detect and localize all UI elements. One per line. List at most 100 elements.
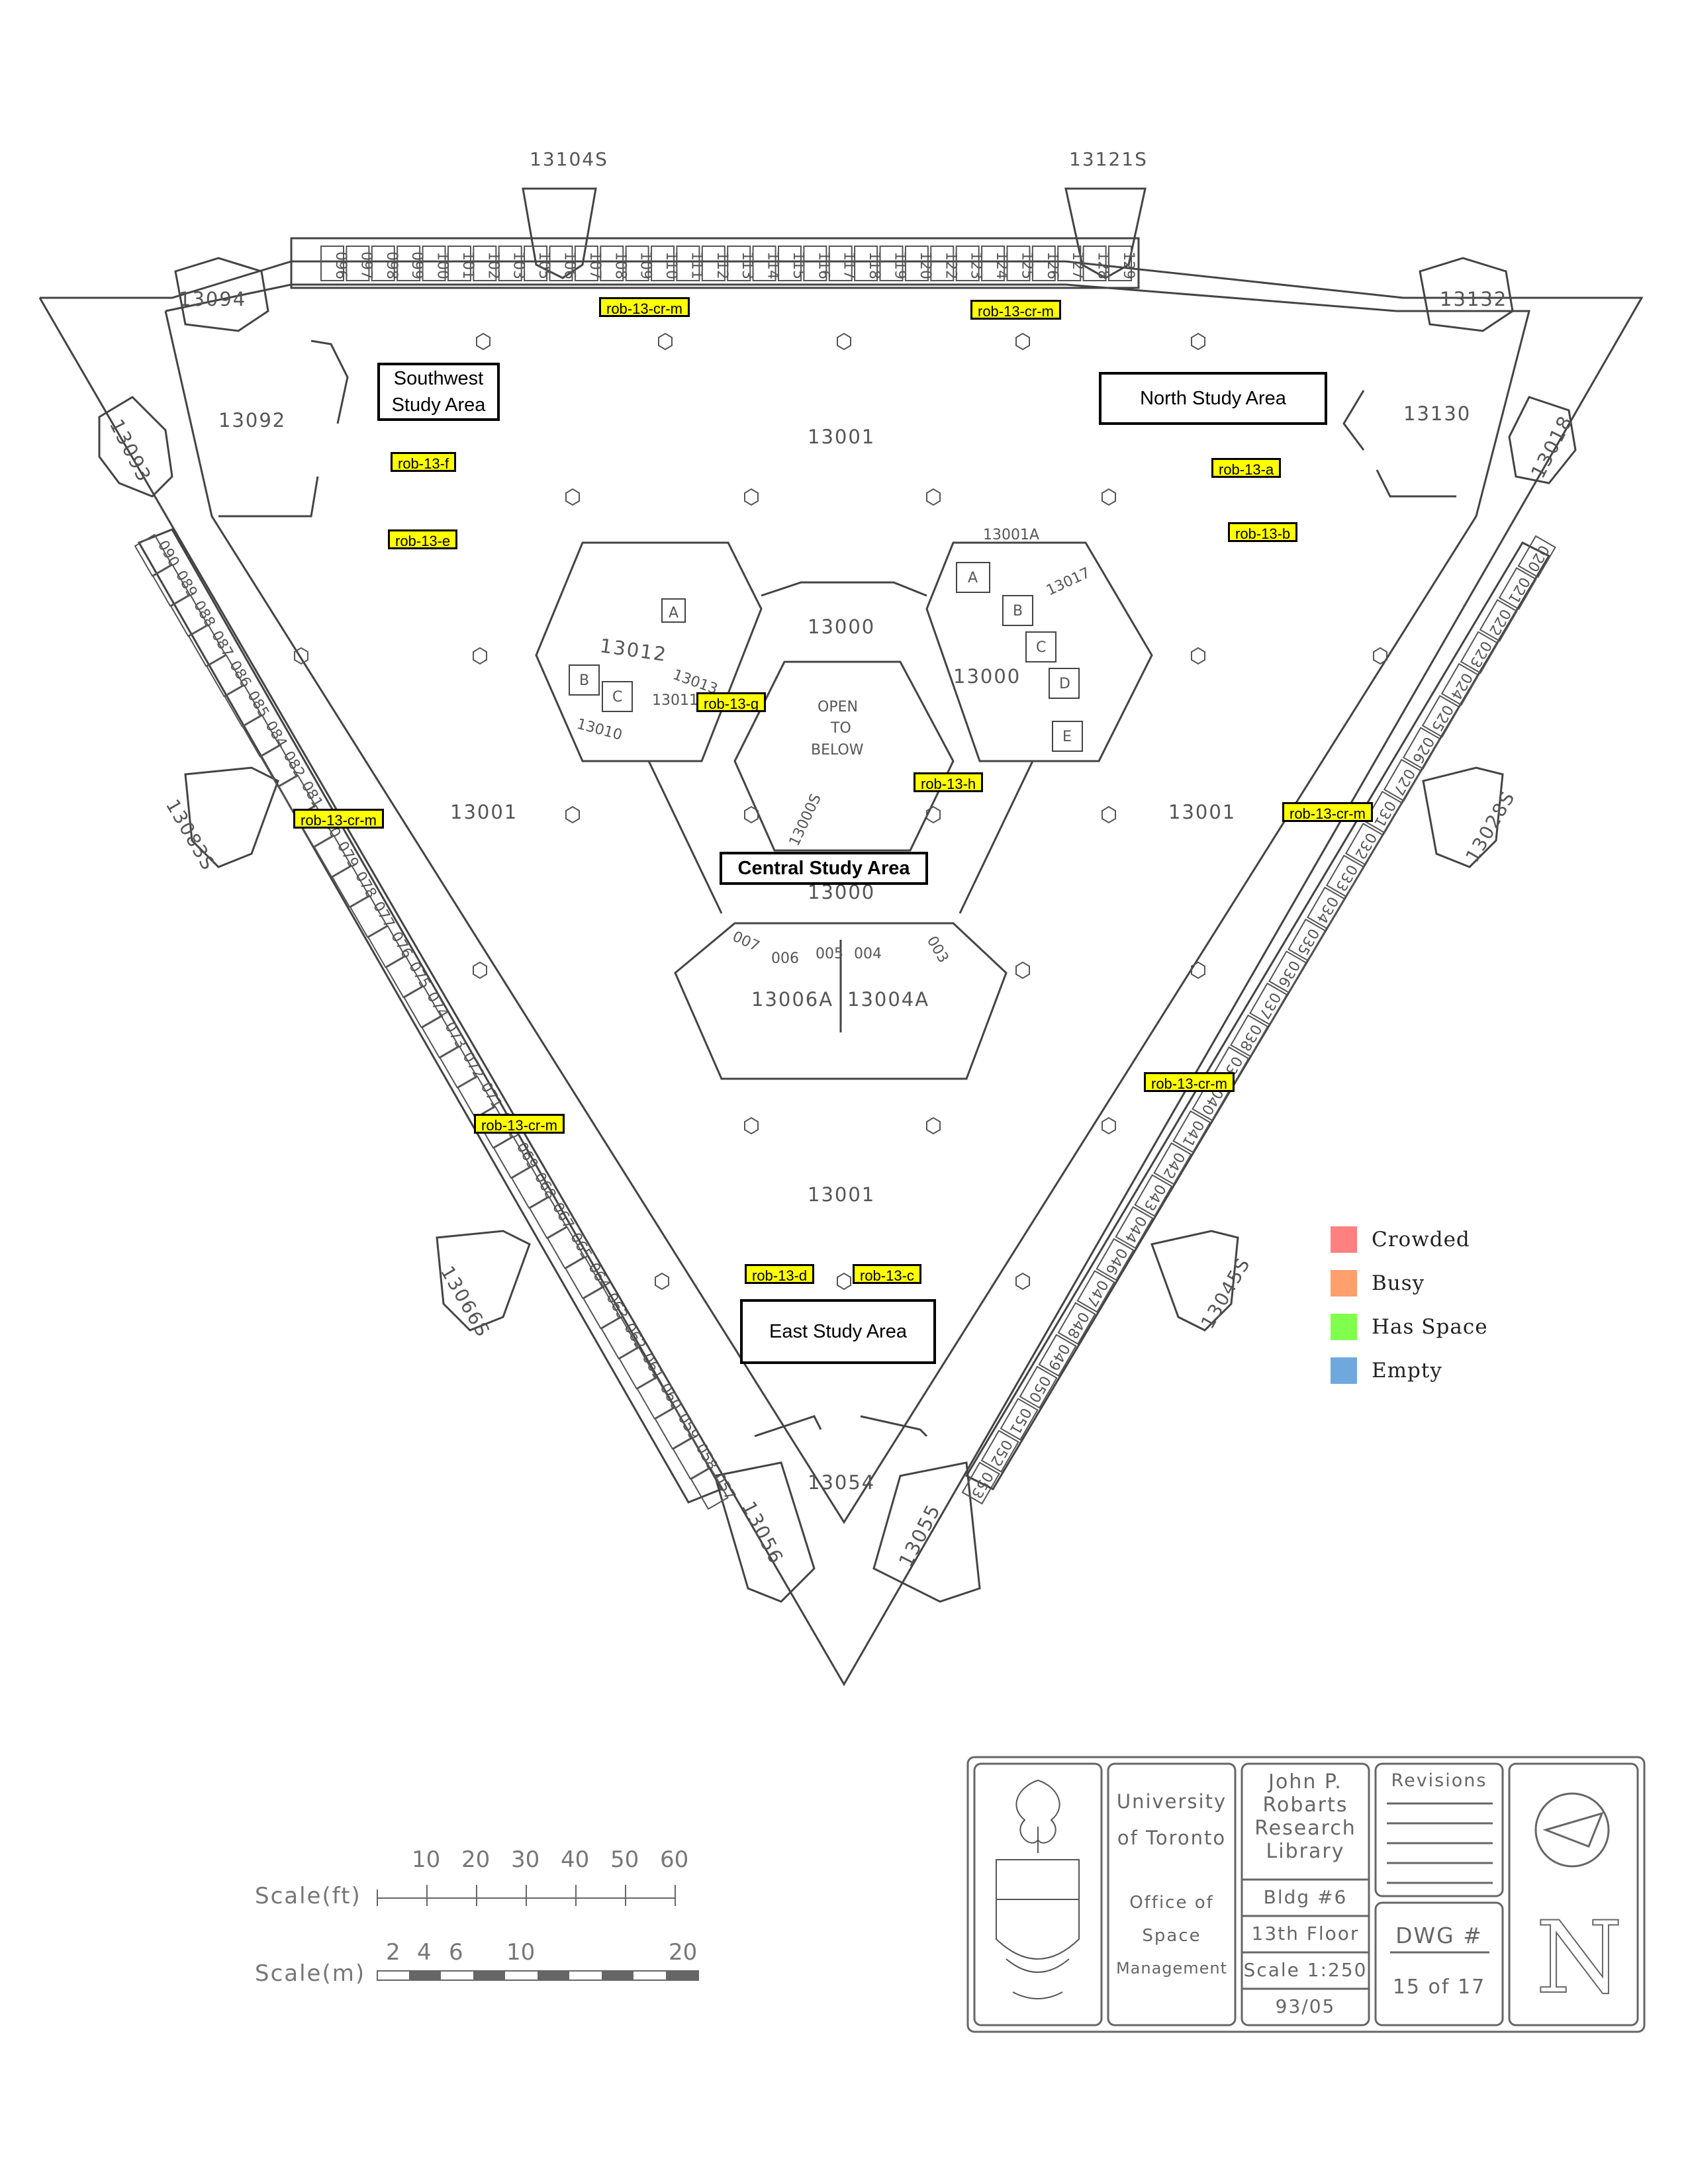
carrel-box: [1172, 1110, 1211, 1154]
tb-bldg: Bldg #6: [1263, 1886, 1348, 1908]
core-link-left: [647, 760, 723, 914]
area-central[interactable]: Central Study Area: [720, 852, 928, 885]
top-carrel-strip: [290, 237, 1140, 289]
sensor-rob-13-cr-m-southwest[interactable]: rob-13-cr-m: [474, 1114, 565, 1134]
carrel-box: [600, 246, 624, 281]
core-nw: [535, 541, 763, 762]
carrel-box: [1031, 246, 1056, 281]
area-north[interactable]: North Study Area: [1099, 372, 1327, 425]
tb-university: University: [1116, 1790, 1227, 1813]
closet-c2: C: [612, 689, 622, 705]
scale-ft-tick-50: 50: [610, 1846, 639, 1873]
scale-ft-tick-10: 10: [412, 1846, 441, 1873]
legend-label-crowded: Crowded: [1372, 1228, 1470, 1251]
carrel-label: 033: [1332, 862, 1360, 894]
carrel-box: [981, 246, 1006, 281]
carrel-box: [1364, 790, 1403, 834]
carrel-label: 042: [1159, 1149, 1188, 1181]
tb-building-4: Library: [1266, 1840, 1345, 1863]
carrel-box: [422, 246, 446, 281]
legend-label-busy: Busy: [1372, 1271, 1425, 1295]
stair-13045s: [1150, 1230, 1239, 1332]
open-to-below: [733, 660, 955, 852]
legend-busy: Busy: [1331, 1261, 1488, 1305]
room-13093: [98, 396, 173, 498]
carrel-box: [1153, 1142, 1192, 1185]
carrel-label: 047: [1083, 1277, 1111, 1309]
label-13054: 13054: [808, 1471, 875, 1494]
tb-of-toronto: of Toronto: [1117, 1827, 1227, 1849]
carrel-box: [690, 1467, 729, 1510]
sensor-rob-13-cr-m-top-left[interactable]: rob-13-cr-m: [599, 297, 690, 317]
carrel-label: 051: [1006, 1404, 1035, 1437]
carrel-label: 048: [1064, 1309, 1092, 1342]
sensor-rob-13-b[interactable]: rob-13-b: [1228, 522, 1298, 542]
sensor-rob-13-cr-m-west[interactable]: rob-13-cr-m: [293, 809, 384, 829]
sensor-rob-13-f[interactable]: rob-13-f: [391, 452, 457, 472]
legend-swatch-has-space: [1331, 1314, 1357, 1340]
label-13000-right: 13000: [953, 665, 1021, 688]
carrel-box: [1479, 599, 1518, 642]
scale-ft-tick-30: 30: [511, 1846, 540, 1873]
carrel-box: [1288, 918, 1327, 962]
tb-revisions: Revisions: [1391, 1770, 1487, 1791]
sensor-rob-13-d[interactable]: rob-13-d: [745, 1264, 815, 1284]
carrel-label: 035: [1293, 925, 1322, 958]
legend-label-empty: Empty: [1372, 1359, 1442, 1383]
label-13018: 13018: [1526, 412, 1577, 482]
sensor-rob-13-e[interactable]: rob-13-e: [388, 529, 458, 549]
scale-m-hatch: [409, 1971, 698, 1980]
area-east[interactable]: East Study Area: [740, 1299, 936, 1364]
carrel-box: [930, 246, 955, 281]
label-13001-left: 13001: [450, 801, 518, 823]
sensor-rob-13-h[interactable]: rob-13-h: [914, 772, 984, 792]
label-13011: 13011: [652, 692, 698, 709]
label-13004a: 13004A: [847, 988, 929, 1011]
scale-m-tick-2: 2: [386, 1939, 400, 1966]
carrel-label: 041: [1178, 1117, 1207, 1150]
label-007: 007: [729, 929, 762, 955]
carrel-label: 036: [1274, 958, 1303, 990]
sensor-rob-13-g[interactable]: rob-13-g: [696, 692, 767, 712]
carrel-box: [1006, 246, 1031, 281]
closet-a1: A: [968, 570, 978, 586]
sensor-rob-13-cr-m-east[interactable]: rob-13-cr-m: [1282, 802, 1373, 822]
label-13000s: 13000S: [786, 792, 825, 849]
label-13094: 13094: [179, 288, 246, 310]
carrel-label: 037: [1255, 989, 1284, 1022]
label-13006a: 13006A: [751, 988, 833, 1011]
partition-s-2: [860, 1415, 928, 1437]
carrels-top: 096 097 098 099 100 101 102 103 105 106 107 108 109 1…: [320, 246, 1137, 281]
scale-bars: [377, 1885, 699, 1981]
area-north-label: North Study Area: [1140, 387, 1286, 409]
tb-date: 93/05: [1275, 1995, 1336, 2017]
sensor-rob-13-a[interactable]: rob-13-a: [1211, 458, 1282, 478]
carrel-box: [320, 246, 344, 281]
label-13028s: 13028S: [1461, 787, 1519, 866]
carrel-label: 052: [987, 1437, 1015, 1469]
label-13001-top: 13001: [808, 426, 875, 448]
carrel-box: [625, 246, 649, 281]
area-southwest[interactable]: Southwest Study Area: [377, 363, 500, 421]
sensor-rob-13-c[interactable]: rob-13-c: [853, 1264, 921, 1284]
carrel-label: 024: [1447, 670, 1476, 702]
partition-sw-1: [310, 340, 349, 424]
area-central-label: Central Study Area: [737, 857, 910, 879]
scale-m-tick-20: 20: [669, 1939, 698, 1966]
scale-m-tick-6: 6: [449, 1939, 463, 1966]
sensor-rob-13-cr-m-top-right[interactable]: rob-13-cr-m: [970, 300, 1061, 320]
carrel-box: [371, 246, 395, 281]
carrel-box: [803, 246, 827, 281]
stair-13083s: [184, 766, 279, 868]
carrel-label: 023: [1466, 638, 1495, 670]
stair-13121s: [1064, 187, 1147, 279]
sensor-rob-13-cr-m-southeast[interactable]: rob-13-cr-m: [1144, 1072, 1235, 1092]
university-crest: [996, 1779, 1080, 1999]
carrel-box: [1082, 246, 1107, 281]
label-13045s: 13045S: [1196, 1253, 1254, 1332]
tb-management: Management: [1115, 1959, 1228, 1978]
label-13001-bottom: 13001: [808, 1183, 875, 1206]
partition-sw-2: [218, 476, 319, 518]
label-13001-right: 13001: [1168, 801, 1236, 823]
